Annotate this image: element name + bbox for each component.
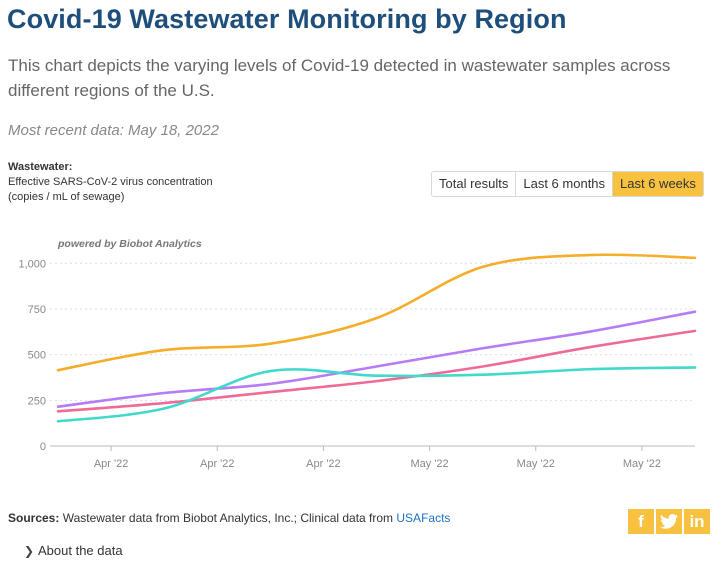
x-tick-label: Apr '22 <box>306 458 341 470</box>
usafacts-link[interactable]: USAFacts <box>396 511 451 525</box>
x-tick-label: Apr '22 <box>94 458 129 470</box>
linkedin-glyph: in <box>689 511 705 531</box>
sources-label: Sources: <box>8 511 60 525</box>
y-tick-label: 750 <box>28 304 46 316</box>
y-tick-label: 500 <box>28 350 46 362</box>
y-axis-line-2: (copies / mL of sewage) <box>8 191 125 203</box>
wastewater-line-chart: 0 250 500 750 1,000 Apr '22 Apr '22 Apr '22 May … <box>18 238 697 470</box>
twitter-icon[interactable] <box>656 509 682 534</box>
about-the-data-toggle[interactable]: ❯ About the data <box>24 543 123 558</box>
page-subtitle: This chart depicts the varying levels of… <box>8 56 671 100</box>
y-axis-heading: Wastewater: <box>8 161 73 173</box>
linkedin-icon[interactable]: in <box>684 509 710 534</box>
most-recent-date: Most recent data: May 18, 2022 <box>8 122 219 139</box>
range-option-6-weeks[interactable]: Last 6 weeks <box>612 172 703 196</box>
sources-text: Wastewater data from Biobot Analytics, I… <box>59 511 397 525</box>
x-tick-label: Apr '22 <box>200 458 235 470</box>
series-line <box>56 366 697 423</box>
series-line <box>56 253 697 372</box>
y-tick-label: 250 <box>28 395 46 407</box>
y-tick-label: 1,000 <box>18 258 46 270</box>
range-option-6-months[interactable]: Last 6 months <box>515 172 613 196</box>
y-tick-label: 0 <box>40 441 46 453</box>
y-axis-line-1: Effective SARS-CoV-2 virus concentration <box>8 176 213 188</box>
x-tick-label: May '22 <box>623 458 661 470</box>
facebook-icon[interactable]: f <box>628 509 654 534</box>
series-line <box>56 329 697 413</box>
chart-watermark: powered by Biobot Analytics <box>57 238 202 250</box>
x-tick-label: May '22 <box>517 458 555 470</box>
about-label: About the data <box>38 543 123 558</box>
sources-line: Sources: Wastewater data from Biobot Ana… <box>8 511 450 525</box>
social-share: f in <box>628 509 710 534</box>
chevron-right-icon: ❯ <box>24 544 35 558</box>
page-title: Covid-19 Wastewater Monitoring by Region <box>7 4 567 34</box>
time-range-toggle: Total results Last 6 months Last 6 weeks <box>431 171 704 197</box>
range-option-total[interactable]: Total results <box>432 172 516 196</box>
twitter-bird-icon <box>660 514 678 529</box>
facebook-glyph: f <box>638 511 644 531</box>
series-line <box>56 310 697 409</box>
y-axis-description: Wastewater: Effective SARS-CoV-2 virus c… <box>8 160 213 205</box>
x-tick-label: May '22 <box>410 458 448 470</box>
